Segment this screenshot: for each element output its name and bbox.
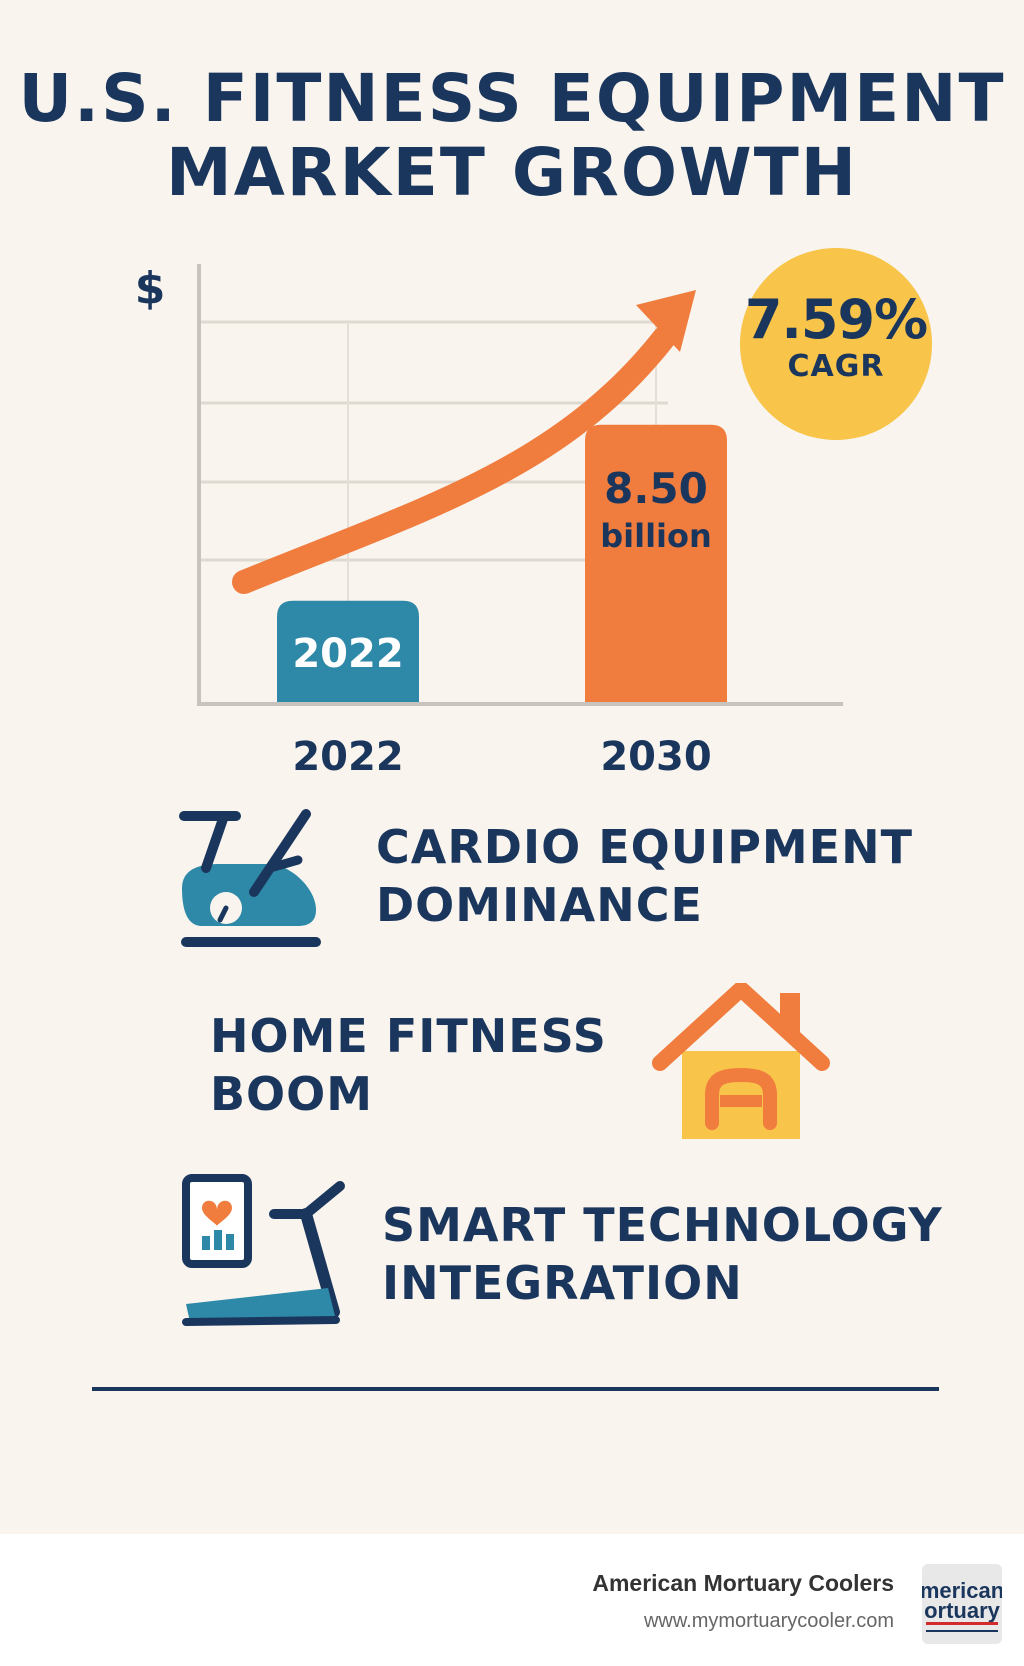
smart-treadmill-icon	[182, 1174, 345, 1326]
title-line-1: U.S. FITNESS EQUIPMENT	[18, 60, 1006, 137]
bar-unit-label-2030: billion	[600, 517, 712, 555]
svg-text:merican: merican	[922, 1578, 1002, 1603]
market-growth-chart: $ 2022 8.50 billion 2022 2030	[135, 263, 843, 780]
y-axis-dollar-label: $	[135, 263, 166, 314]
feature-smart-line-2: INTEGRATION	[382, 1256, 743, 1310]
trend-arrow-head	[636, 290, 696, 352]
x-tick-label-2022: 2022	[292, 734, 403, 780]
bar-2030	[585, 424, 727, 702]
exercise-bike-icon	[179, 809, 321, 947]
cagr-badge: 7.59% CAGR	[740, 248, 932, 440]
brand-name: American Mortuary Coolers	[592, 1570, 894, 1596]
feature-home-line-2: BOOM	[210, 1067, 374, 1121]
cagr-label: CAGR	[787, 349, 885, 384]
bar-value-label-2030: 8.50	[604, 464, 708, 513]
bar-2022	[277, 600, 419, 702]
section-divider	[92, 1387, 939, 1391]
feature-cardio-line-1: CARDIO EQUIPMENT	[376, 820, 913, 874]
feature-home-line-1: HOME FITNESS	[210, 1009, 607, 1063]
feature-cardio: CARDIO EQUIPMENT DOMINANCE	[376, 818, 913, 934]
x-tick-label-2030: 2030	[600, 734, 711, 780]
trend-arrow-shaft	[232, 326, 676, 594]
feature-home-fitness: HOME FITNESS BOOM	[210, 1007, 607, 1123]
footer: American Mortuary Coolers www.mymortuary…	[0, 1534, 1024, 1666]
feature-smart-tech: SMART TECHNOLOGY INTEGRATION	[382, 1196, 943, 1312]
brand-url-link[interactable]: www.mymortuarycooler.com	[643, 1610, 894, 1632]
cagr-value: 7.59%	[744, 288, 928, 351]
company-logo: merican ortuary	[922, 1564, 1002, 1644]
page-title: U.S. FITNESS EQUIPMENT MARKET GROWTH	[0, 62, 1024, 210]
house-icon	[652, 983, 830, 1139]
footer-brand: American Mortuary Coolers www.mymortuary…	[592, 1568, 894, 1636]
x-axis-labels: 2022 2030	[292, 734, 711, 780]
title-line-2: MARKET GROWTH	[166, 134, 858, 211]
feature-smart-line-1: SMART TECHNOLOGY	[382, 1198, 943, 1252]
bar-label-2022: 2022	[292, 631, 403, 677]
feature-cardio-line-2: DOMINANCE	[376, 878, 703, 932]
chart-bars: 2022 8.50 billion	[277, 424, 727, 702]
svg-text:ortuary: ortuary	[924, 1598, 1001, 1623]
